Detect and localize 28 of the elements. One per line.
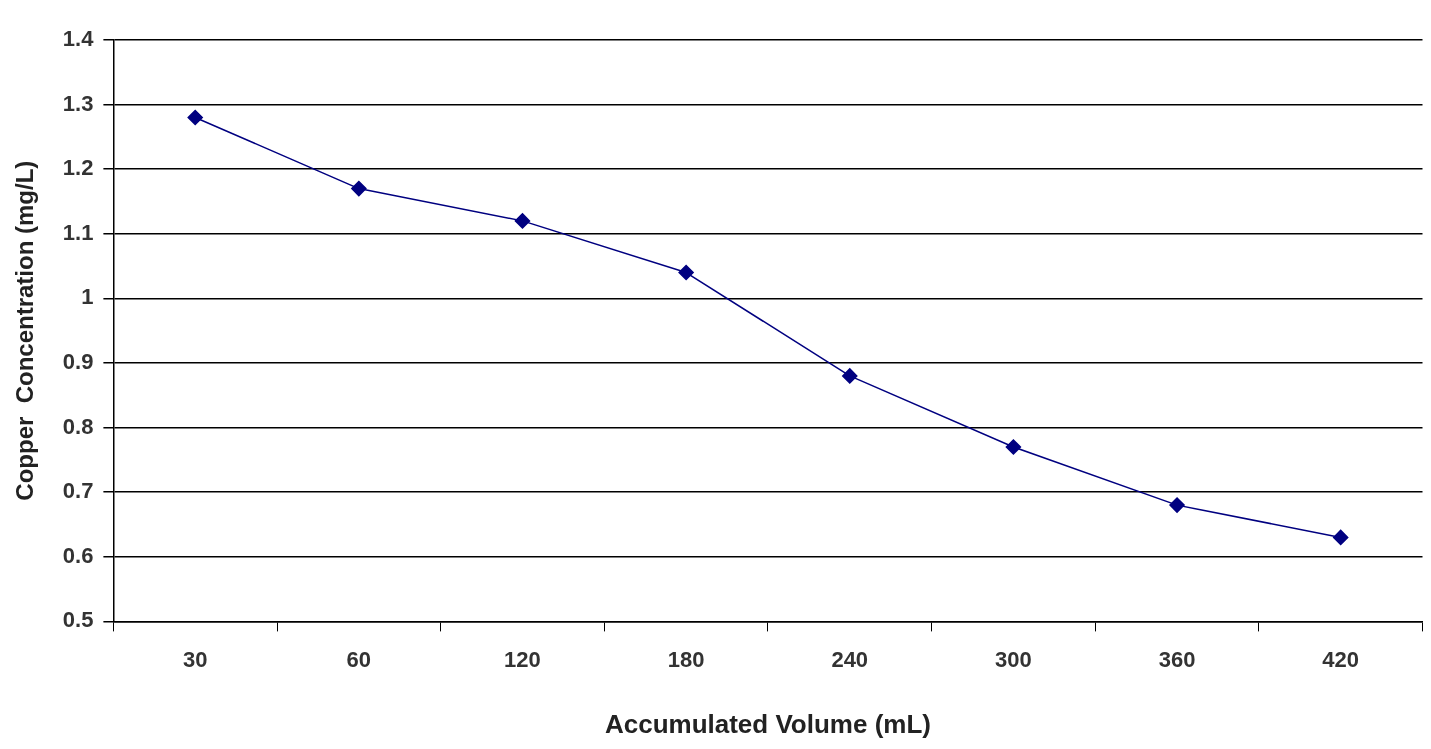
x-tick-label: 360	[1158, 646, 1196, 672]
x-axis-title: Accumulated Volume (mL)	[604, 708, 931, 739]
y-tick-label: 1	[81, 284, 94, 310]
point	[1332, 529, 1349, 546]
point	[678, 264, 694, 281]
y-tick-label: 0.7	[62, 478, 94, 504]
y-tick-label: 1.2	[62, 155, 94, 181]
point	[1169, 497, 1185, 513]
point	[842, 368, 858, 384]
point	[514, 213, 531, 229]
point	[351, 180, 367, 197]
x-tick-label: 240	[831, 646, 869, 672]
y-axis-title: Copper Concentration (mg/L)	[11, 160, 39, 501]
y-tick-label: 1.4	[62, 26, 95, 52]
point	[1005, 439, 1022, 455]
x-tick-label: 180	[667, 646, 705, 672]
x-tick-label: 60	[346, 646, 372, 672]
y-tick-label: 1.1	[62, 219, 94, 245]
y-tick-label: 1.3	[62, 90, 94, 116]
x-tick-label: 120	[504, 646, 541, 672]
y-tick-label: 0.5	[62, 607, 94, 633]
x-tick-label: 30	[182, 646, 208, 672]
x-tick-label: 420	[1322, 646, 1360, 672]
point	[187, 109, 203, 126]
y-tick-label: 0.6	[62, 542, 94, 568]
y-tick-label: 0.8	[62, 413, 94, 439]
y-tick-label: 0.9	[62, 349, 94, 375]
x-tick-label: 300	[995, 646, 1032, 672]
